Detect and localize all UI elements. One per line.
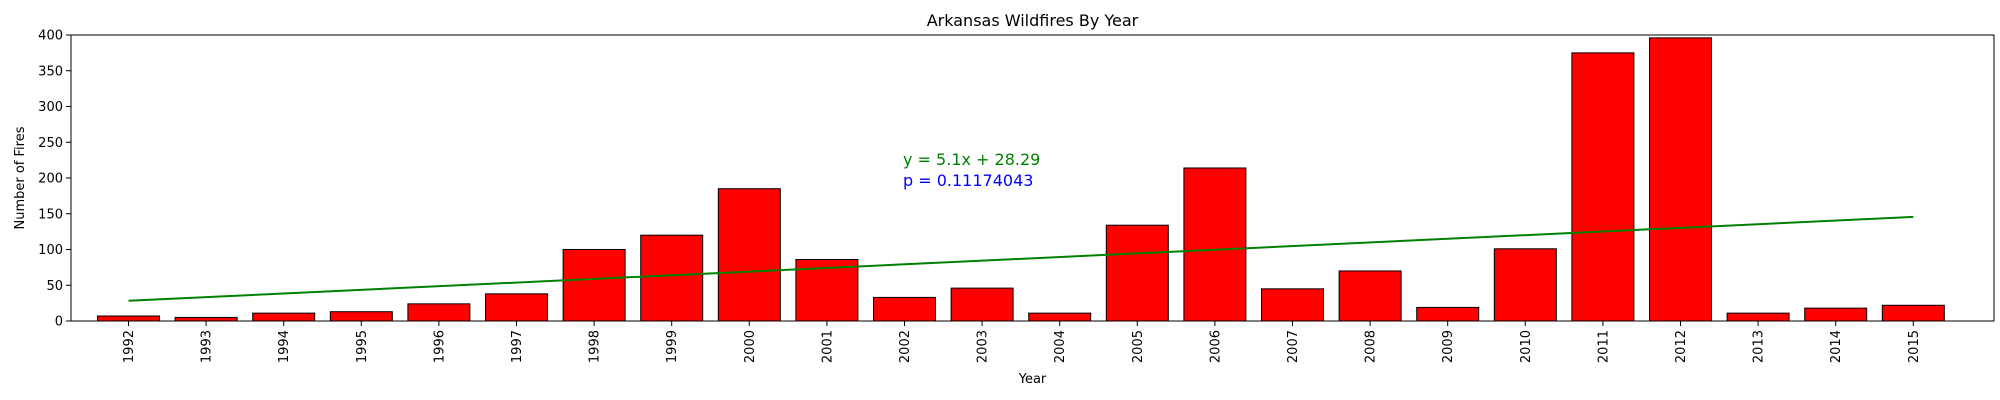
bar-2012 [1649,37,1712,322]
x-tick-label: 1997 [510,330,525,363]
x-axis-label: Year [1018,372,1047,387]
bar-2000 [717,188,781,322]
y-tick-label: 350 [38,64,63,79]
bar-1997 [485,293,548,322]
bar-1996 [407,303,471,322]
trend-line-group [128,215,1914,302]
x-tick-label: 2007 [1286,330,1301,363]
trend-line [128,215,1914,302]
bar-2003 [950,287,1014,322]
chart-title: Arkansas Wildfires By Year [927,11,1139,30]
bar-2004 [1028,312,1092,322]
x-tick-label: 1993 [200,330,215,363]
y-tick-label: 400 [38,29,63,44]
bar-2006 [1183,167,1247,322]
x-tick-label: 2006 [1208,330,1223,363]
x-tick-label: 2001 [820,330,835,363]
x-tick-label: 2012 [1674,330,1689,363]
bar-1999 [640,234,704,322]
bar-2015 [1881,304,1945,322]
x-tick-label: 1996 [432,330,447,363]
bar-2007 [1261,288,1324,322]
x-tick-label: 2008 [1364,330,1379,363]
bar-2008 [1338,270,1402,322]
y-tick-label: 300 [38,100,63,115]
x-tick-label: 2015 [1907,330,1922,363]
bar-2009 [1416,306,1480,322]
y-tick-label: 100 [38,243,63,258]
bar-2010 [1493,248,1557,322]
bar-1998 [562,249,626,322]
y-tick-label: 200 [38,172,63,187]
x-tick-label: 2003 [976,330,991,363]
x-tick-label: 2005 [1131,330,1146,363]
bar-2005 [1105,224,1169,322]
regression-equation: y = 5.1x + 28.29 [903,150,1040,169]
bar-2002 [873,296,936,322]
x-tick-label: 1999 [665,330,680,363]
bar-2013 [1726,312,1790,322]
x-tick-label: 1992 [122,330,137,363]
x-tick-label: 1998 [588,330,603,363]
x-axis: 1992 1993 1994 1995 1996 1997 1998 1999 2000 2001… [122,321,1922,363]
bar-1993 [174,316,238,322]
x-tick-label: 1995 [355,330,370,363]
x-tick-label: 2014 [1829,330,1844,363]
p-value-label: p = 0.11174043 [903,171,1033,190]
x-tick-label: 2000 [743,330,758,363]
y-tick-label: 250 [38,136,63,151]
y-tick-label: 0 [55,315,63,330]
x-tick-label: 2011 [1596,330,1611,363]
x-tick-label: 2002 [898,330,913,363]
bars-group [97,37,1945,322]
x-tick-label: 2009 [1441,330,1456,363]
y-tick-label: 50 [46,279,63,294]
bar-2014 [1804,307,1868,322]
y-axis-label: Number of Fires [13,126,28,229]
bar-1992 [97,315,160,322]
x-tick-label: 2004 [1053,330,1068,363]
y-tick-label: 150 [38,207,63,222]
x-tick-label: 2010 [1519,330,1534,363]
bar-2011 [1571,52,1635,322]
bar-1994 [252,312,316,322]
x-tick-label: 2013 [1752,330,1767,363]
x-tick-label: 1994 [277,330,292,363]
y-axis: 0 50 100 150 200 250 300 350 400 [38,29,71,330]
bar-1995 [329,311,393,322]
